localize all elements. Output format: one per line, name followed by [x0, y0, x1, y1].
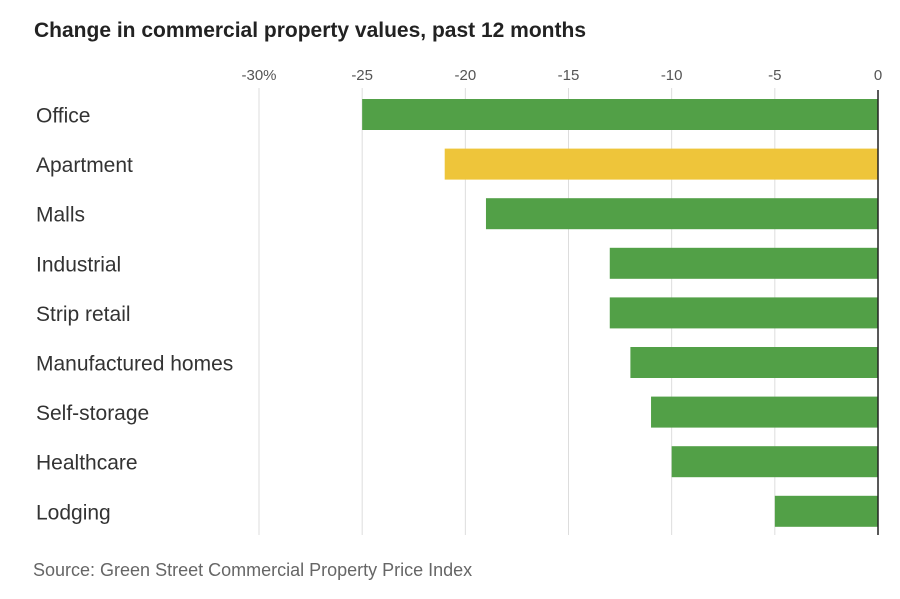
x-tick-label: -10 — [661, 67, 683, 84]
bar-self-storage — [651, 396, 878, 428]
x-axis-tick-labels: -30% -25 -20 -15 -10 -5 0 — [241, 67, 882, 84]
category-labels: Office Apartment Malls Industrial Strip reta… — [36, 105, 233, 525]
category-label: Self-storage — [36, 402, 149, 425]
x-tick-label: -30% — [241, 67, 276, 84]
bar-industrial — [609, 247, 878, 279]
category-label: Apartment — [36, 154, 133, 177]
bar-malls — [485, 198, 878, 230]
bar-apartment — [444, 148, 878, 180]
category-label: Strip retail — [36, 303, 131, 326]
category-label: Lodging — [36, 501, 111, 524]
x-tick-label: 0 — [874, 67, 882, 84]
x-tick-label: -20 — [454, 67, 476, 84]
chart-title: Change in commercial property values, pa… — [34, 19, 586, 42]
bar-healthcare — [671, 446, 878, 478]
bar-strip-retail — [609, 297, 878, 329]
category-label: Healthcare — [36, 452, 138, 475]
bars — [362, 99, 879, 527]
category-label: Manufactured homes — [36, 353, 233, 376]
category-label: Malls — [36, 204, 85, 227]
bar-office — [362, 99, 879, 130]
x-tick-label: -5 — [768, 67, 781, 84]
x-tick-label: -15 — [558, 67, 580, 84]
source-note: Source: Green Street Commercial Property… — [33, 560, 473, 580]
x-tick-label: -25 — [351, 67, 373, 84]
bar-lodging — [774, 495, 878, 527]
bar-manufactured-homes — [630, 347, 878, 378]
category-label: Office — [36, 105, 90, 128]
category-label: Industrial — [36, 253, 121, 276]
